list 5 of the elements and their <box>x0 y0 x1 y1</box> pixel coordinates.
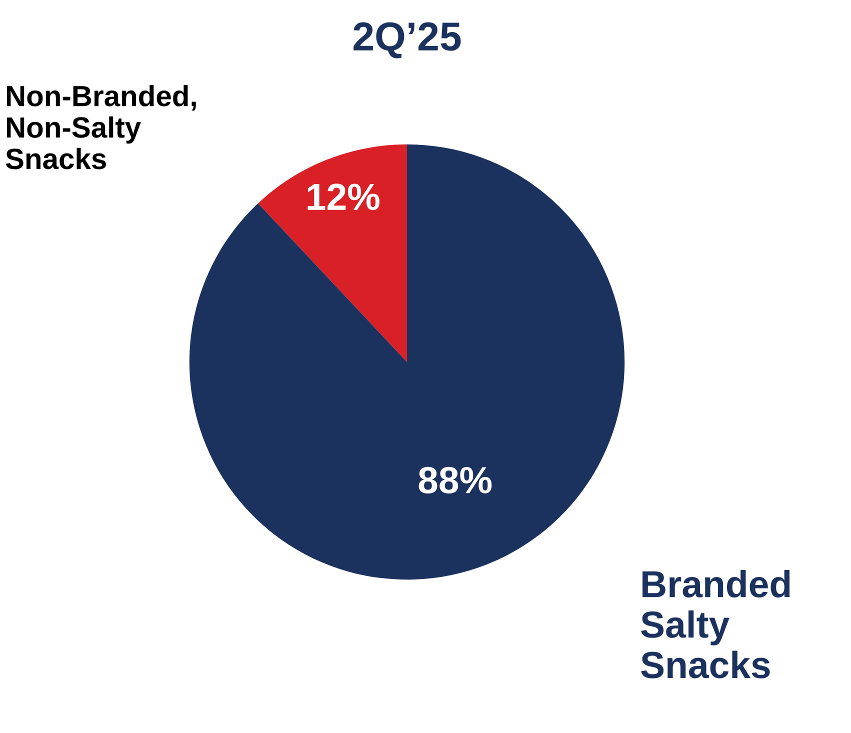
data-label: 12% <box>308 184 380 210</box>
data-label: 88% <box>418 466 492 494</box>
slice-label: Branded Salty Snacks <box>641 570 790 678</box>
slice-label: Non-Branded, Non-Salty Snacks <box>6 85 196 170</box>
chart-title: 2Q’25 <box>354 22 461 58</box>
